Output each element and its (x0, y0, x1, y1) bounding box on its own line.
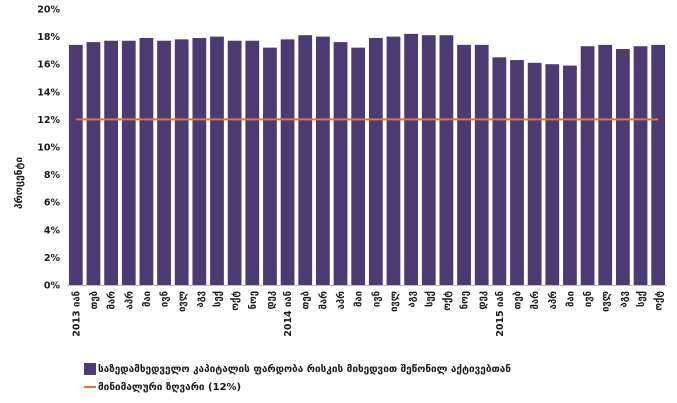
bar (210, 36, 224, 285)
x-axis: 2013 იან თებ მარ აპრ მაი ივნ ივლ აგვ სექ ოქტ ნოე დე… (67, 285, 667, 337)
x-tick-label: ოქტ (654, 291, 665, 311)
legend-swatch-line (84, 386, 96, 388)
bar (351, 47, 366, 285)
bar (368, 37, 383, 286)
x-tick-label: მარ (530, 291, 541, 310)
legend-label-capital-ratio: საზედამხედველო კაპიტალის ფარდობა რისკის … (98, 363, 511, 375)
x-tick-label: ივლ (177, 291, 188, 312)
bar (192, 37, 207, 286)
bar (174, 39, 189, 285)
x-tick-label: აგვ (407, 291, 418, 308)
bar (563, 65, 577, 285)
x-tick-label: თებ (301, 291, 312, 310)
bar (280, 39, 295, 285)
x-tick-label: ნოე (460, 291, 471, 309)
y-tick-label: 18% (37, 32, 60, 43)
bar (439, 35, 454, 285)
x-tick-label: ოქტ (230, 291, 241, 311)
y-tick-label: 0% (44, 281, 61, 292)
x-tick-label: მაი (354, 291, 365, 307)
x-tick-label: 2014 იან (283, 291, 294, 337)
bar (386, 36, 401, 285)
x-tick-label: თებ (513, 291, 524, 310)
y-axis: 0% 2% 4% 6% 8% 10% 12% 14% 16% 18% 20% (37, 5, 60, 292)
x-tick-label: თებ (89, 291, 100, 310)
bar (139, 37, 154, 286)
bar (227, 40, 242, 285)
y-tick-label: 20% (37, 5, 60, 16)
legend-swatch-bar (84, 363, 96, 375)
bar (245, 40, 260, 285)
x-tick-label: ივლ (389, 291, 400, 312)
y-tick-label: 4% (44, 225, 61, 236)
bar (333, 42, 348, 286)
bar (404, 33, 418, 286)
x-tick-label: აგვ (195, 291, 206, 308)
bar (104, 40, 118, 285)
legend: საზედამხედველო კაპიტალის ფარდობა რისკის … (84, 360, 511, 396)
bar (457, 44, 471, 285)
x-tick-label: ოქტ (442, 291, 453, 311)
x-tick-label: ივნ (583, 291, 594, 307)
y-tick-label: 2% (44, 253, 61, 264)
bar (121, 40, 136, 285)
x-tick-label: სექ (213, 291, 224, 307)
bar (580, 46, 595, 286)
x-tick-label: აპრ (336, 291, 347, 310)
bar (510, 60, 524, 286)
x-tick-label: მარ (107, 291, 118, 310)
bar (474, 44, 489, 285)
x-tick-label: მაი (142, 291, 153, 307)
bar (633, 46, 648, 286)
x-tick-label: ნოე (248, 291, 259, 309)
bar (651, 44, 666, 285)
legend-label-minimum: მინიმალური ზღვარი (12%) (98, 381, 242, 393)
bar (598, 44, 613, 285)
bar-series (68, 33, 666, 286)
y-tick-label: 6% (44, 198, 61, 209)
x-tick-label: დეკ (265, 291, 276, 309)
bar (316, 36, 330, 285)
bar (68, 44, 83, 285)
x-tick-label: ივლ (601, 291, 612, 312)
x-tick-label: აპრ (124, 291, 135, 310)
bar (527, 62, 542, 285)
bar (545, 64, 560, 285)
x-tick-label: ივნ (160, 291, 171, 307)
x-tick-label: 2013 იან (71, 291, 82, 337)
legend-item-minimum: მინიმალური ზღვარი (12%) (84, 378, 511, 396)
bar (86, 42, 101, 286)
x-tick-label: ივნ (371, 291, 382, 307)
x-tick-label: დეკ (477, 291, 488, 309)
bar (263, 47, 277, 285)
bar (616, 49, 630, 285)
bar (298, 35, 313, 285)
bar (157, 40, 171, 285)
y-axis-title: პროცენტი (13, 157, 25, 209)
x-tick-label: აგვ (618, 291, 629, 308)
x-tick-label: სექ (636, 291, 647, 307)
bar (492, 57, 507, 285)
y-tick-label: 16% (37, 60, 60, 71)
x-tick-label: 2015 იან (495, 291, 506, 337)
y-tick-label: 12% (37, 115, 60, 126)
bar (421, 35, 436, 285)
x-tick-label: მარ (318, 291, 329, 310)
y-tick-label: 10% (37, 143, 60, 154)
y-tick-label: 14% (37, 87, 60, 98)
x-tick-label: აპრ (548, 291, 559, 310)
x-tick-label: სექ (424, 291, 435, 307)
x-tick-label: მაი (565, 291, 576, 307)
y-tick-label: 8% (44, 170, 61, 181)
legend-item-capital-ratio: საზედამხედველო კაპიტალის ფარდობა რისკის … (84, 360, 511, 378)
